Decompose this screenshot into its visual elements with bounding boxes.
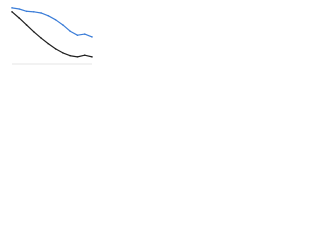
point (83, 33, 86, 35)
point (11, 11, 13, 13)
point (47, 15, 50, 17)
point (62, 52, 64, 54)
point (91, 36, 93, 38)
point (54, 19, 57, 21)
point (33, 30, 35, 33)
page: {"chart_data": {"type": "line", "categor… (0, 0, 100, 71)
point (83, 54, 86, 56)
point (40, 12, 42, 14)
point (25, 24, 28, 26)
point (47, 42, 50, 45)
point (54, 48, 57, 50)
series-line (11, 11, 93, 58)
point (18, 8, 21, 10)
point (76, 34, 79, 37)
point (33, 11, 35, 13)
point (69, 54, 71, 57)
chart (0, 0, 100, 71)
series-line (11, 7, 93, 38)
point (11, 7, 13, 9)
background (0, 0, 100, 71)
point (69, 30, 71, 33)
point (91, 56, 93, 58)
point (76, 56, 79, 58)
point (25, 10, 28, 13)
point (18, 17, 21, 19)
point (40, 37, 42, 39)
point (62, 24, 64, 26)
